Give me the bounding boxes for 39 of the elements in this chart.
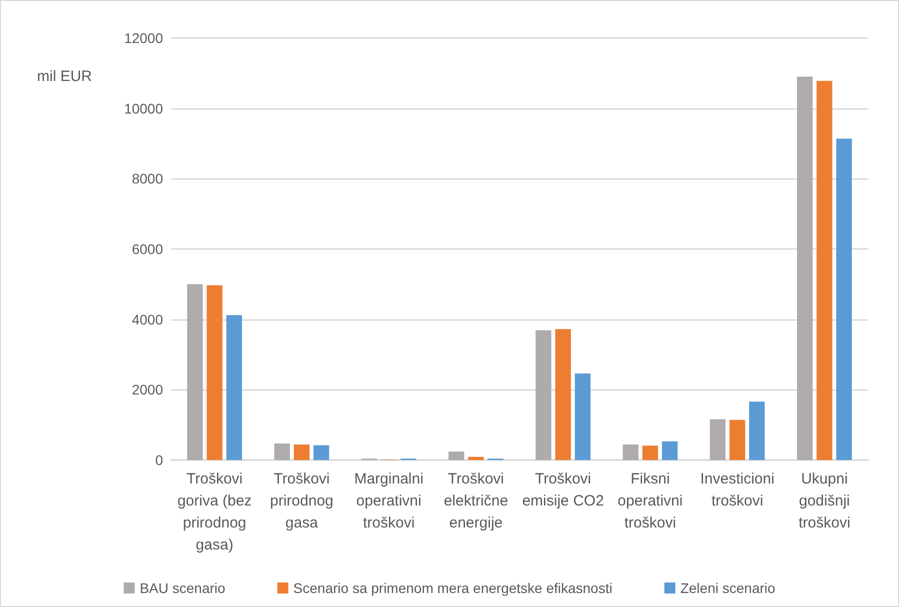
x-tick-label: Troškovi električne energije bbox=[444, 470, 508, 532]
legend-label: BAU scenario bbox=[140, 580, 226, 596]
bar bbox=[796, 76, 813, 460]
bar bbox=[622, 444, 638, 460]
y-tick-label: 4000 bbox=[132, 311, 164, 328]
bar bbox=[642, 446, 658, 460]
bar bbox=[749, 402, 765, 460]
x-tick-label: Investicioni troškovi bbox=[700, 470, 774, 510]
bar bbox=[448, 452, 464, 460]
bar bbox=[710, 419, 726, 460]
legend-label: Scenario sa primenom mera energetske efikasnosti bbox=[293, 580, 612, 596]
y-tick-label: 0 bbox=[155, 452, 164, 468]
legend-label: Zeleni scenario bbox=[680, 580, 776, 596]
bar bbox=[187, 284, 203, 460]
y-tick-label: 6000 bbox=[132, 241, 164, 257]
bar bbox=[294, 444, 310, 460]
bar bbox=[574, 373, 591, 460]
bar bbox=[729, 420, 746, 460]
bar bbox=[836, 138, 852, 460]
x-tick-label: Fiksni operativni troškovi bbox=[618, 470, 683, 532]
bar bbox=[662, 441, 678, 460]
bar bbox=[206, 285, 222, 460]
x-tick-label: Troškovi goriva (bez prirodnog gasa) bbox=[177, 470, 252, 554]
bar bbox=[226, 315, 242, 460]
y-axis-title: mil EUR bbox=[37, 68, 92, 85]
bar bbox=[555, 329, 571, 460]
x-tick-label: Troškovi emisije CO2 bbox=[522, 470, 604, 510]
y-tick-label: 2000 bbox=[132, 382, 164, 398]
bar bbox=[468, 456, 484, 460]
bar bbox=[816, 80, 832, 460]
y-tick-label: 10000 bbox=[124, 100, 164, 116]
x-tick-label: Troškovi prirodnog gasa bbox=[270, 470, 334, 532]
x-tick-label: Marginalni operativni troškovi bbox=[354, 470, 424, 532]
bar bbox=[536, 330, 552, 460]
y-tick-label: 8000 bbox=[132, 170, 164, 187]
bar bbox=[313, 445, 330, 460]
y-tick-label: 12000 bbox=[124, 30, 164, 46]
bar bbox=[274, 443, 290, 460]
x-tick-label: Ukupni godišnji troškovi bbox=[798, 470, 850, 532]
